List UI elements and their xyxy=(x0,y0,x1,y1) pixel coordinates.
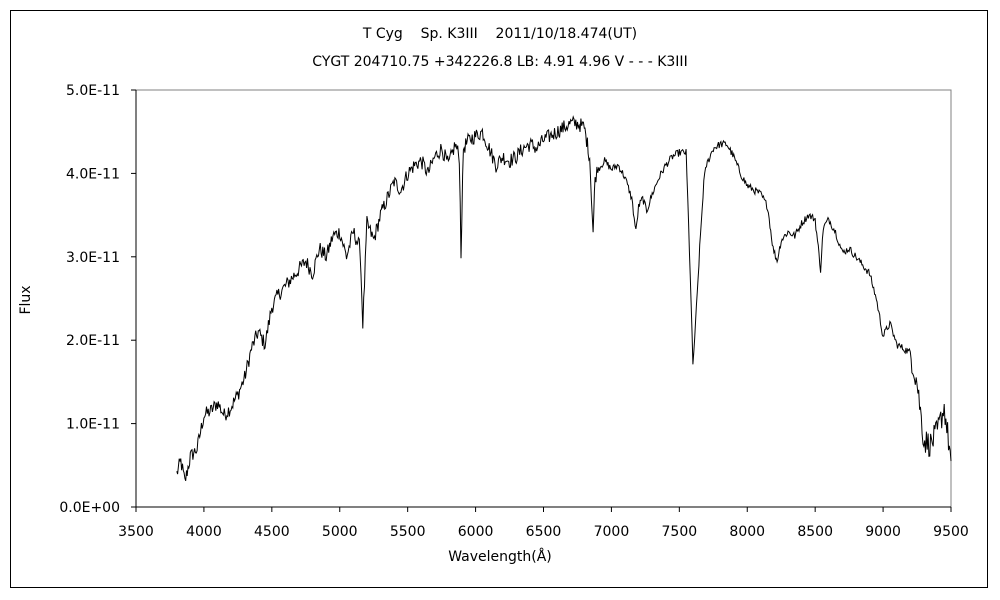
chart-title: T Cyg Sp. K3III 2011/10/18.474(UT) xyxy=(362,26,638,42)
y-axis-ticks: 0.0E+00 1.0E-11 2.0E-11 3.0E-11 4.0E-11 5.0E-… xyxy=(59,83,136,516)
y-tick-label: 1.0E-11 xyxy=(66,417,120,433)
x-tick-label: 3500 xyxy=(118,524,154,540)
spectrum-line xyxy=(176,115,952,481)
x-tick-label: 8500 xyxy=(797,524,833,540)
x-tick-label: 7000 xyxy=(594,524,630,540)
x-tick-label: 9500 xyxy=(933,524,969,540)
x-tick-label: 7500 xyxy=(662,524,698,540)
y-tick-label: 2.0E-11 xyxy=(66,333,120,349)
x-tick-label: 6500 xyxy=(526,524,562,540)
x-tick-label: 5500 xyxy=(390,524,426,540)
x-tick-label: 4000 xyxy=(186,524,222,540)
y-tick-label: 4.0E-11 xyxy=(66,166,120,182)
chart-subtitle: CYGT 204710.75 +342226.8 LB: 4.91 4.96 V… xyxy=(312,54,688,70)
y-tick-label: 3.0E-11 xyxy=(66,250,120,266)
y-tick-label: 0.0E+00 xyxy=(59,500,120,516)
plot-area xyxy=(135,89,952,508)
x-axis-ticks: 3500 4000 4500 5000 5500 6000 6500 7000 7500 8000… xyxy=(118,507,969,540)
x-tick-label: 6000 xyxy=(458,524,494,540)
series-group xyxy=(176,115,952,481)
x-axis-label: Wavelength(Å) xyxy=(448,549,552,565)
x-tick-label: 8000 xyxy=(729,524,765,540)
y-tick-label: 5.0E-11 xyxy=(66,83,120,99)
x-tick-label: 5000 xyxy=(322,524,358,540)
x-tick-label: 4500 xyxy=(254,524,290,540)
x-tick-label: 9000 xyxy=(865,524,901,540)
